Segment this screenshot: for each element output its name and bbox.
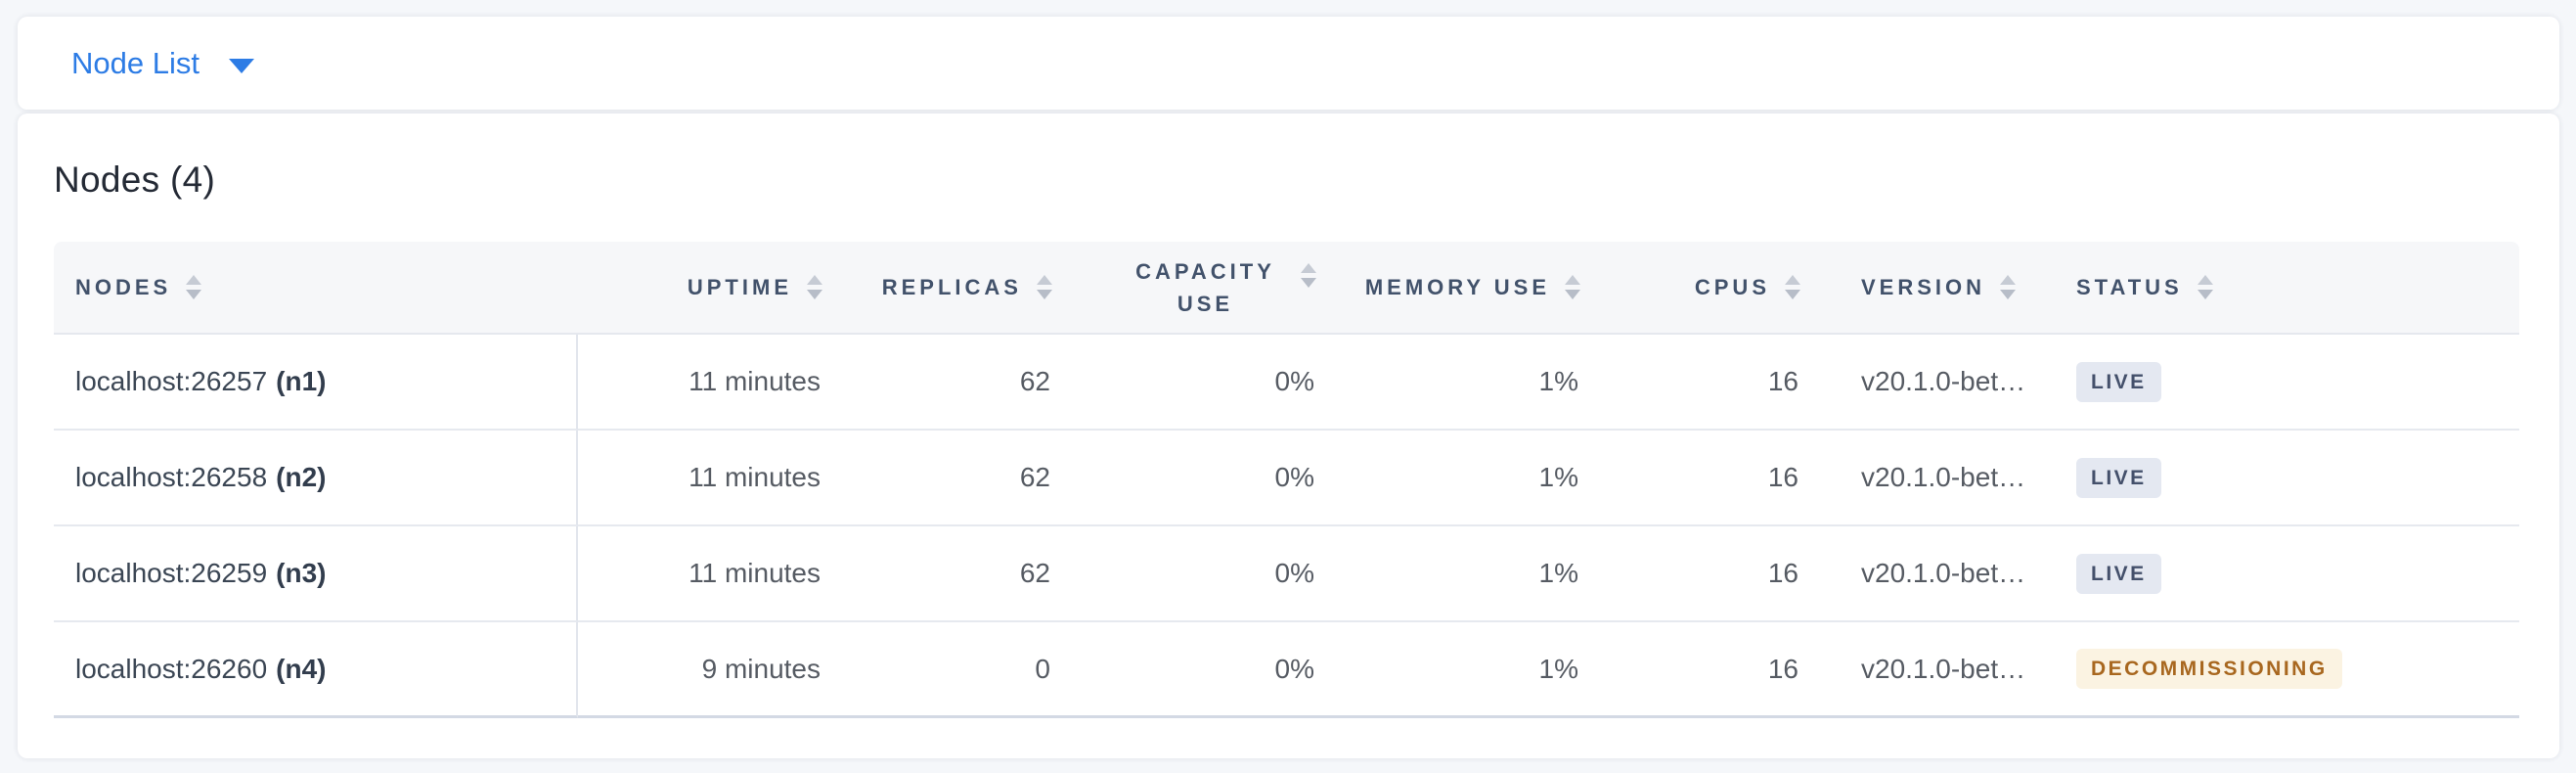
uptime-cell: 11 minutes [578, 431, 826, 526]
status-badge: LIVE [2076, 361, 2161, 402]
sort-icon [1301, 262, 1316, 288]
version-cell: v20.1.0-bet… [1804, 335, 2049, 431]
sort-icon [186, 275, 202, 299]
node-cell[interactable]: localhost:26259 (n3) [54, 526, 578, 622]
node-address[interactable]: localhost:26260 [75, 653, 268, 684]
node-id: (n2) [276, 462, 327, 492]
status-badge: LIVE [2076, 553, 2161, 594]
uptime-cell: 11 minutes [578, 335, 826, 431]
status-badge: LIVE [2076, 457, 2161, 498]
uptime-cell: 9 minutes [578, 622, 826, 718]
status-badge: DECOMMISSIONING [2076, 649, 2342, 689]
nodes-panel: Nodes (4) NODES UPTIME REPLICAS CAPACITY… [18, 114, 2559, 758]
column-header-version[interactable]: VERSION [1804, 242, 2049, 335]
node-id: (n4) [276, 653, 327, 684]
memory-use-cell: 1% [1320, 622, 1584, 718]
node-address[interactable]: localhost:26257 [75, 366, 268, 396]
replicas-cell: 62 [826, 335, 1056, 431]
version-cell: v20.1.0-bet… [1804, 431, 2049, 526]
status-cell: LIVE [2049, 335, 2519, 431]
uptime-cell: 11 minutes [578, 526, 826, 622]
column-header-replicas[interactable]: REPLICAS [826, 242, 1056, 335]
table-row: localhost:26257 (n1) 11 minutes 62 0% 1% … [54, 335, 2519, 431]
view-selector-dropdown[interactable]: Node List [71, 46, 254, 81]
status-cell: DECOMMISSIONING [2049, 622, 2519, 718]
sort-icon [2000, 275, 2017, 299]
capacity-use-cell: 0% [1056, 526, 1320, 622]
sort-icon [2197, 275, 2213, 299]
sort-icon [1037, 275, 1052, 299]
cpus-cell: 16 [1584, 335, 1804, 431]
column-header-status[interactable]: STATUS [2049, 242, 2519, 335]
status-cell: LIVE [2049, 526, 2519, 622]
memory-use-cell: 1% [1320, 526, 1584, 622]
node-table: NODES UPTIME REPLICAS CAPACITY USE MEMOR… [54, 242, 2519, 718]
memory-use-cell: 1% [1320, 431, 1584, 526]
capacity-use-cell: 0% [1056, 335, 1320, 431]
version-cell: v20.1.0-bet… [1804, 622, 2049, 718]
caret-down-icon [228, 58, 254, 73]
memory-use-cell: 1% [1320, 335, 1584, 431]
node-cell[interactable]: localhost:26258 (n2) [54, 431, 578, 526]
replicas-cell: 62 [826, 431, 1056, 526]
version-cell: v20.1.0-bet… [1804, 526, 2049, 622]
sort-icon [1785, 275, 1800, 299]
sort-icon [807, 275, 822, 299]
cpus-cell: 16 [1584, 526, 1804, 622]
panel-title: Nodes (4) [54, 159, 216, 200]
column-header-memory-use[interactable]: MEMORY USE [1320, 242, 1584, 335]
node-cell[interactable]: localhost:26257 (n1) [54, 335, 578, 431]
node-id: (n1) [276, 366, 327, 396]
node-address[interactable]: localhost:26259 [75, 558, 268, 588]
table-header-row: NODES UPTIME REPLICAS CAPACITY USE MEMOR… [54, 242, 2519, 335]
column-header-capacity-use[interactable]: CAPACITY USE [1056, 242, 1320, 335]
cpus-cell: 16 [1584, 622, 1804, 718]
cpus-cell: 16 [1584, 431, 1804, 526]
replicas-cell: 0 [826, 622, 1056, 718]
table-row: localhost:26260 (n4) 9 minutes 0 0% 1% 16… [54, 622, 2519, 718]
view-selector-bar: Node List [18, 17, 2559, 110]
capacity-use-cell: 0% [1056, 622, 1320, 718]
node-cell[interactable]: localhost:26260 (n4) [54, 622, 578, 718]
node-address[interactable]: localhost:26258 [75, 462, 268, 492]
column-header-nodes[interactable]: NODES [54, 242, 578, 335]
sort-icon [1565, 275, 1580, 299]
table-row: localhost:26259 (n3) 11 minutes 62 0% 1% … [54, 526, 2519, 622]
status-cell: LIVE [2049, 431, 2519, 526]
column-header-cpus[interactable]: CPUS [1584, 242, 1804, 335]
table-row: localhost:26258 (n2) 11 minutes 62 0% 1% … [54, 431, 2519, 526]
view-selector-label: Node List [71, 45, 200, 80]
node-id: (n3) [276, 558, 327, 588]
capacity-use-cell: 0% [1056, 431, 1320, 526]
column-header-uptime[interactable]: UPTIME [578, 242, 826, 335]
replicas-cell: 62 [826, 526, 1056, 622]
